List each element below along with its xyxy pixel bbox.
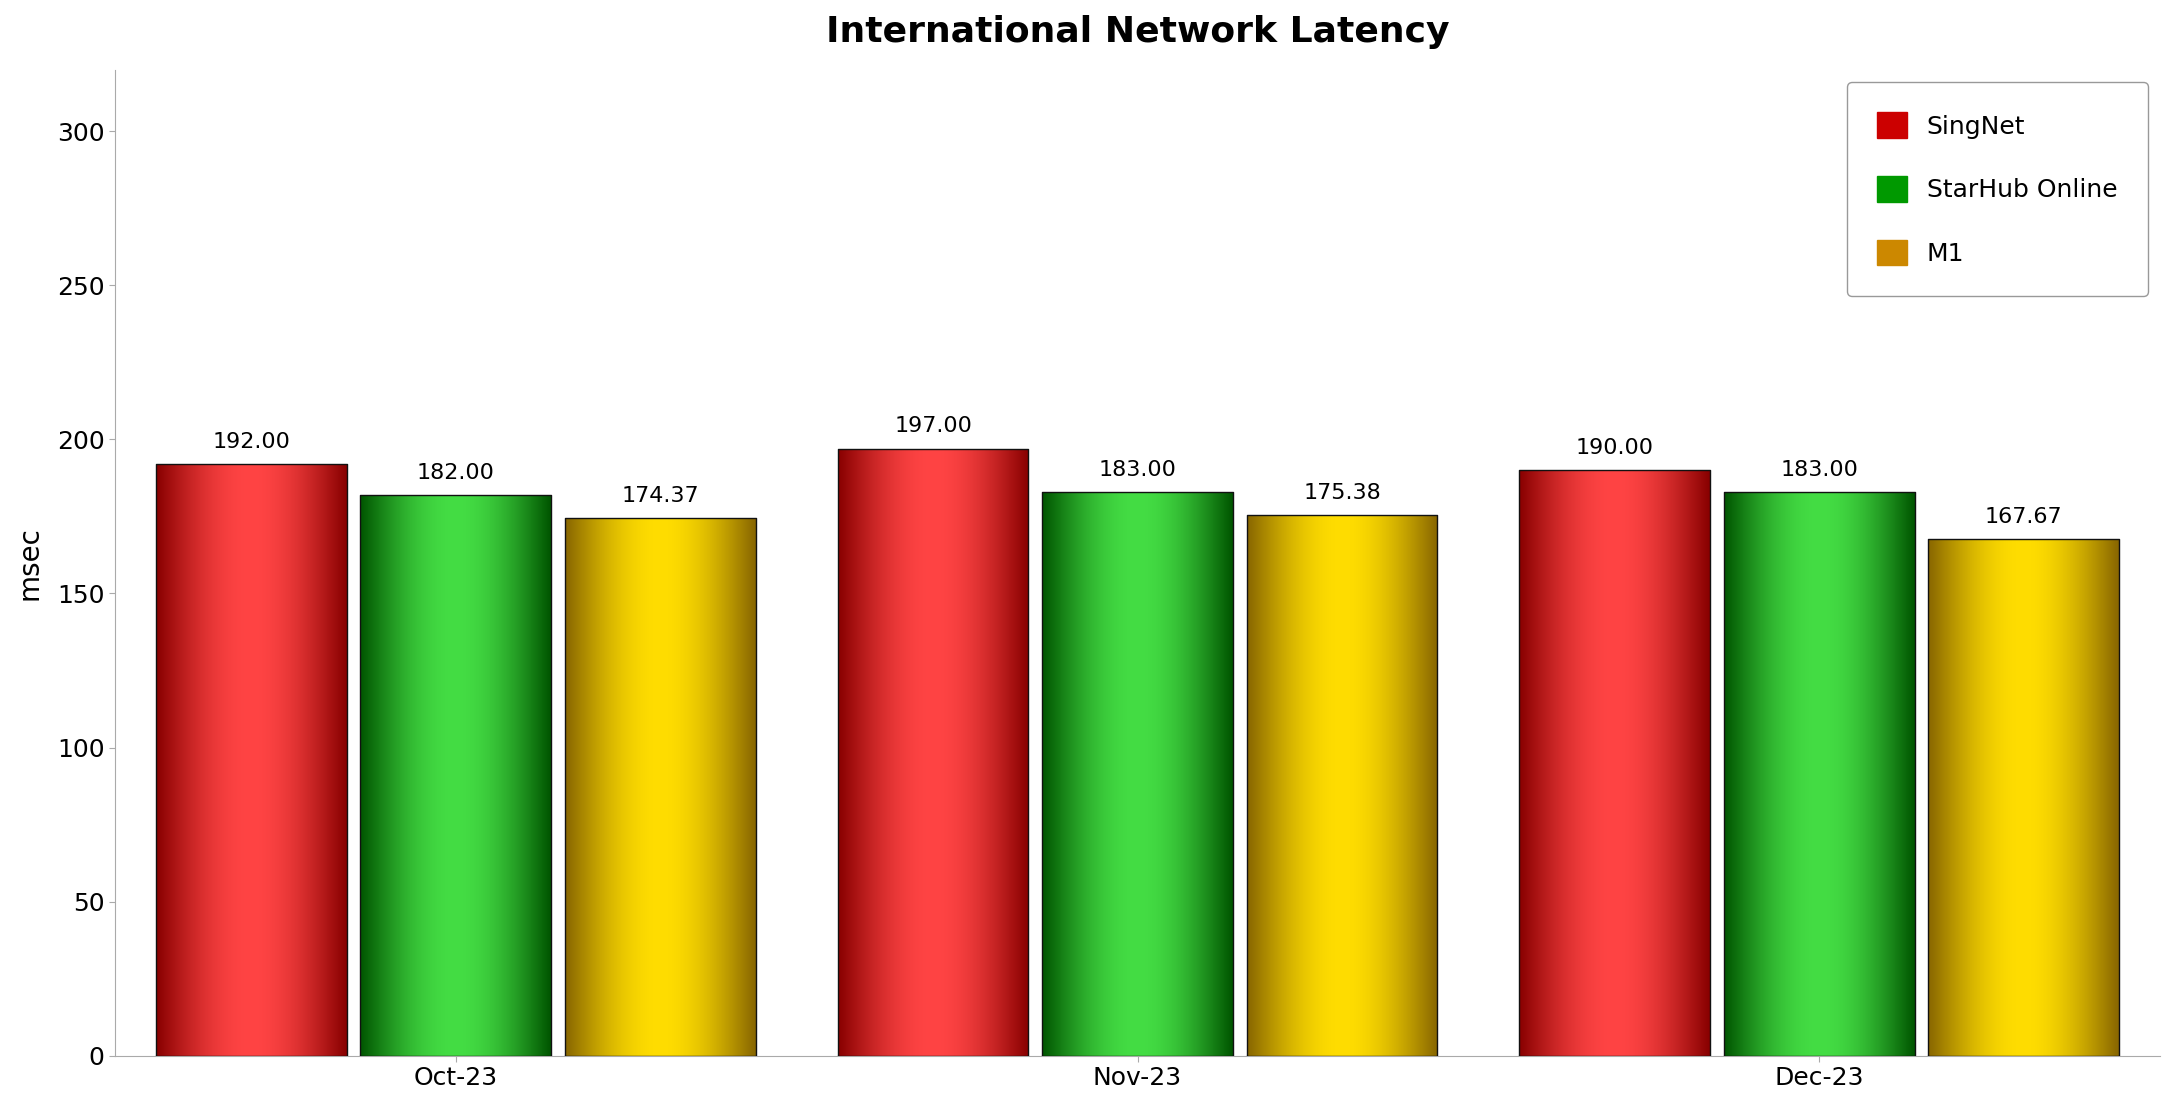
Text: 190.00: 190.00 <box>1575 438 1653 457</box>
Text: 197.00: 197.00 <box>894 417 972 436</box>
Text: 167.67: 167.67 <box>1986 507 2062 527</box>
Text: 175.38: 175.38 <box>1303 483 1381 503</box>
Title: International Network Latency: International Network Latency <box>826 15 1449 49</box>
Text: 182.00: 182.00 <box>418 463 496 483</box>
Text: 183.00: 183.00 <box>1781 460 1857 480</box>
Text: 192.00: 192.00 <box>213 432 289 452</box>
Text: 183.00: 183.00 <box>1098 460 1177 480</box>
Legend: SingNet, StarHub Online, M1: SingNet, StarHub Online, M1 <box>1847 82 2147 296</box>
Text: 174.37: 174.37 <box>622 486 698 506</box>
Y-axis label: msec: msec <box>15 526 44 600</box>
